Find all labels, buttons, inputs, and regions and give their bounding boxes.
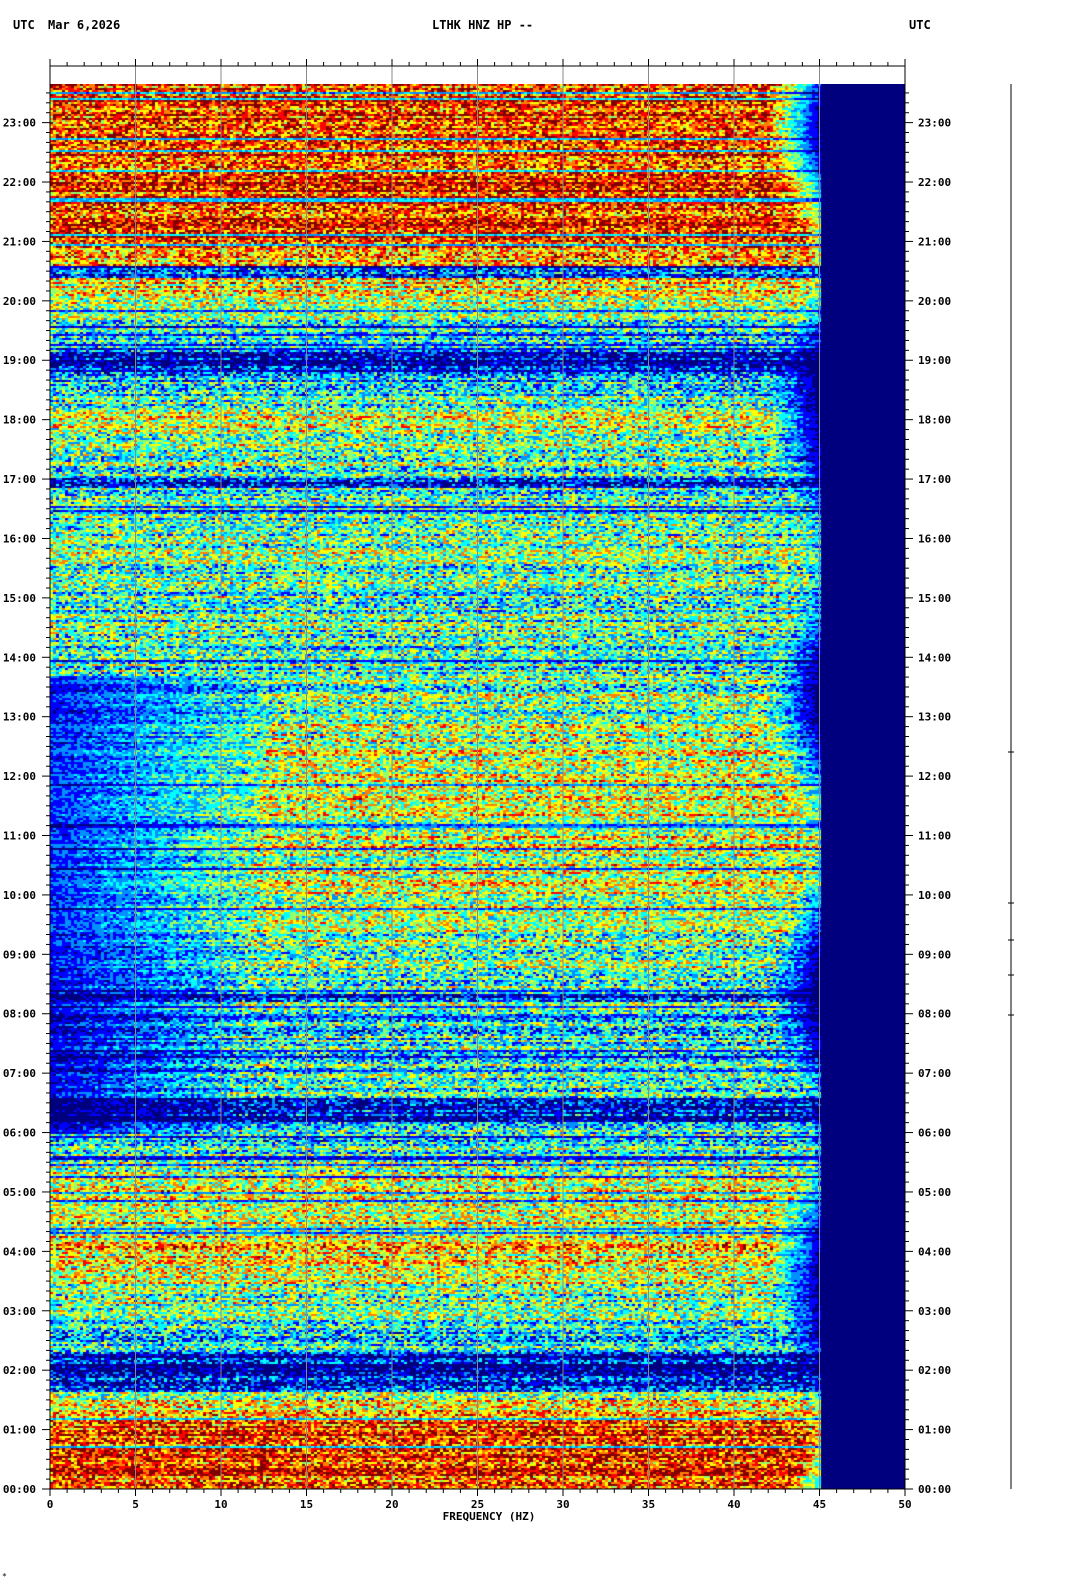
y-tick-label-right: 12:00 [918, 770, 951, 783]
y-tick-label-right: 05:00 [918, 1186, 951, 1199]
y-tick-label-right: 10:00 [918, 889, 951, 902]
x-tick-label: 50 [898, 1498, 911, 1511]
y-tick-label-right: 21:00 [918, 235, 951, 248]
y-tick-label-left: 05:00 [3, 1186, 36, 1199]
y-tick-label-right: 13:00 [918, 711, 951, 724]
y-tick-label-left: 02:00 [3, 1364, 36, 1377]
y-tick-label-left: 10:00 [3, 889, 36, 902]
y-tick-label-left: 04:00 [3, 1245, 36, 1258]
x-tick-label: 10 [214, 1498, 227, 1511]
x-tick-label: 35 [642, 1498, 655, 1511]
date-label: Mar 6,2026 [48, 18, 121, 32]
y-tick-label-left: 23:00 [3, 117, 36, 130]
y-tick-label-right: 22:00 [918, 176, 951, 189]
y-tick-label-right: 06:00 [918, 1127, 951, 1140]
y-tick-label-right: 03:00 [918, 1305, 951, 1318]
x-tick-label: 20 [385, 1498, 398, 1511]
y-tick-label-right: 02:00 [918, 1364, 951, 1377]
x-tick-label: 0 [47, 1498, 54, 1511]
y-tick-label-left: 12:00 [3, 770, 36, 783]
y-tick-label-right: 08:00 [918, 1008, 951, 1021]
y-tick-label-right: 17:00 [918, 473, 951, 486]
y-tick-label-left: 07:00 [3, 1067, 36, 1080]
axes: 0 5 10 15 20 25 30 35 40 45 50 00:00 00:00 01:00 01:00… [3, 59, 1014, 1511]
y-tick-label-left: 15:00 [3, 592, 36, 605]
y-tick-label-left: 14:00 [3, 651, 36, 664]
y-tick-label-left: 22:00 [3, 176, 36, 189]
y-tick-label-left: 20:00 [3, 295, 36, 308]
y-tick-label-left: 17:00 [3, 473, 36, 486]
y-tick-label-left: 03:00 [3, 1305, 36, 1318]
y-tick-label-right: 01:00 [918, 1424, 951, 1437]
y-tick-label-left: 19:00 [3, 354, 36, 367]
y-tick-label-right: 07:00 [918, 1067, 951, 1080]
y-tick-label-right: 18:00 [918, 414, 951, 427]
corner-mark: * [2, 1572, 7, 1581]
x-tick-label: 5 [132, 1498, 139, 1511]
y-tick-label-left: 01:00 [3, 1424, 36, 1437]
x-tick-label: 25 [471, 1498, 484, 1511]
y-tick-label-right: 19:00 [918, 354, 951, 367]
x-tick-label: 40 [727, 1498, 740, 1511]
y-tick-label-right: 16:00 [918, 532, 951, 545]
station-title: LTHK HNZ HP -- [432, 18, 534, 32]
y-tick-label-left: 06:00 [3, 1127, 36, 1140]
y-tick-label-right: 15:00 [918, 592, 951, 605]
y-tick-label-left: 00:00 [3, 1483, 36, 1496]
x-tick-label: 30 [556, 1498, 569, 1511]
frequency-gridlines [135, 66, 820, 1489]
x-axis-title: FREQUENCY (HZ) [443, 1510, 536, 1523]
y-tick-label-left: 11:00 [3, 830, 36, 843]
y-tick-label-right: 14:00 [918, 651, 951, 664]
y-tick-label-right: 20:00 [918, 295, 951, 308]
y-tick-label-left: 08:00 [3, 1008, 36, 1021]
y-tick-label-right: 23:00 [918, 117, 951, 130]
left-timezone-label: UTC [13, 18, 35, 32]
y-tick-label-left: 18:00 [3, 414, 36, 427]
y-tick-label-right: 00:00 [918, 1483, 951, 1496]
y-tick-label-left: 13:00 [3, 711, 36, 724]
y-tick-label-left: 09:00 [3, 948, 36, 961]
x-tick-label: 45 [813, 1498, 826, 1511]
y-tick-label-right: 09:00 [918, 948, 951, 961]
right-timezone-label: UTC [909, 18, 931, 32]
y-tick-label-left: 16:00 [3, 532, 36, 545]
x-tick-label: 15 [300, 1498, 313, 1511]
y-tick-label-left: 21:00 [3, 235, 36, 248]
y-tick-label-right: 11:00 [918, 830, 951, 843]
y-tick-label-right: 04:00 [918, 1245, 951, 1258]
